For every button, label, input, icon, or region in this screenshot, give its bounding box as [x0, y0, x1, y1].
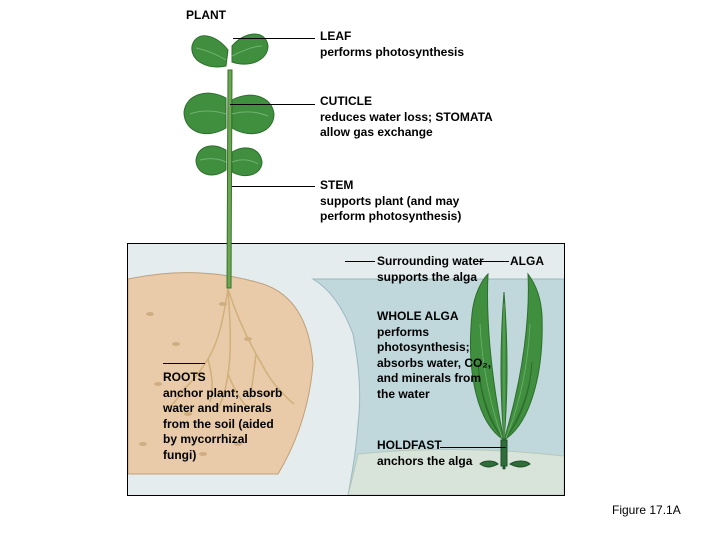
roots-title: ROOTS: [163, 370, 206, 384]
roots-desc: anchor plant; absorb water and minerals …: [163, 386, 282, 462]
holdfast-callout: HOLDFAST anchors the alga: [377, 438, 507, 469]
leaf-callout: LEAF performs photosynthesis: [320, 29, 480, 60]
plant-header: PLANT: [186, 8, 226, 23]
stem-callout: STEM supports plant (and may perform pho…: [320, 178, 500, 225]
stem-leader: [232, 186, 315, 187]
roots-leader: [163, 363, 205, 364]
leaf-title: LEAF: [320, 29, 351, 43]
roots-callout: ROOTS anchor plant; absorb water and min…: [163, 370, 283, 464]
stem-desc: supports plant (and may perform photosyn…: [320, 194, 461, 224]
whole-alga-callout: WHOLE ALGA performs photosynthesis; abso…: [377, 309, 497, 403]
sw-desc: Surrounding water supports the alga: [377, 254, 484, 284]
surrounding-water-callout: Surrounding water supports the alga: [377, 254, 507, 285]
leaf-desc: performs photosynthesis: [320, 45, 464, 59]
whole-alga-title: WHOLE ALGA: [377, 309, 459, 323]
figure-caption: Figure 17.1A: [612, 503, 681, 517]
holdfast-title: HOLDFAST: [377, 438, 442, 452]
whole-alga-desc: performs photosynthesis; absorbs water, …: [377, 325, 491, 401]
holdfast-desc: anchors the alga: [377, 454, 472, 468]
stem-title: STEM: [320, 178, 353, 192]
diagram-canvas: PLANT ALGA LEAF performs photosynthesis …: [0, 0, 720, 540]
sw-leader: [345, 261, 375, 262]
cuticle-leader: [230, 104, 315, 105]
leaf-leader: [233, 38, 315, 39]
alga-header: ALGA: [510, 254, 544, 269]
cuticle-callout: CUTICLE reduces water loss; STOMATA allo…: [320, 94, 500, 141]
cuticle-desc: reduces water loss; STOMATA allow gas ex…: [320, 110, 492, 140]
cuticle-title: CUTICLE: [320, 94, 372, 108]
